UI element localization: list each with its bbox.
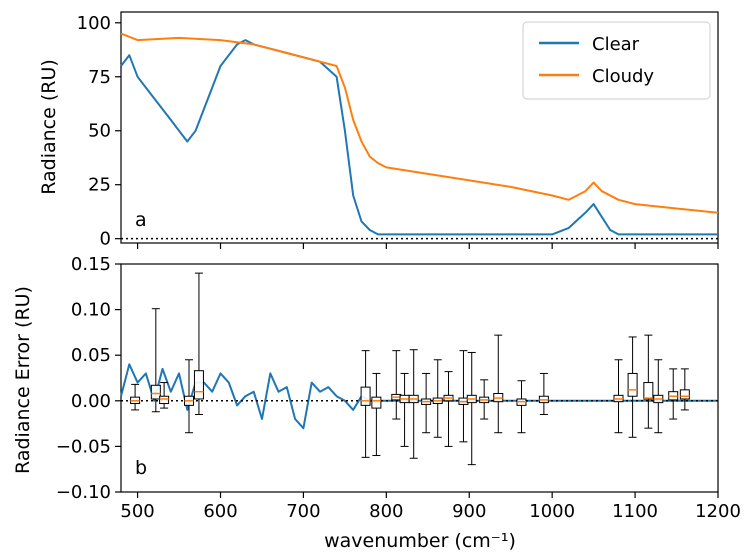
boxplot xyxy=(408,349,419,459)
y-tick-label: 0.15 xyxy=(71,254,111,275)
boxplot xyxy=(643,334,654,429)
series-line-cloudy xyxy=(120,32,719,214)
x-tick-label: 1100 xyxy=(612,501,658,522)
boxplot xyxy=(193,272,204,415)
panel-a-letter: a xyxy=(135,209,147,231)
boxplot-box xyxy=(627,372,638,397)
legend-box xyxy=(522,21,711,100)
y-tick-label: 0.10 xyxy=(71,300,111,321)
panel-b-letter: b xyxy=(135,457,147,479)
boxplot-box xyxy=(150,384,161,400)
panel-b-frame xyxy=(120,263,719,493)
panel-a-y-label: Radiance (RU) xyxy=(38,59,60,195)
boxplot xyxy=(538,372,549,415)
boxplot-box xyxy=(643,382,654,400)
panel-b-boxplots xyxy=(130,272,690,466)
boxplot xyxy=(613,359,624,434)
panel-b-x-ticks: 500 600 700 800 900 1000 1100 1200 xyxy=(120,492,741,522)
x-tick-label: 500 xyxy=(120,501,154,522)
boxplot xyxy=(627,336,638,438)
y-tick-label: 0 xyxy=(100,229,111,250)
boxplot-box xyxy=(360,386,371,406)
boxplot xyxy=(399,372,410,447)
panel-a-series xyxy=(120,32,719,236)
panel-b-y-ticks: −0.10 −0.05 0.00 0.05 0.10 0.15 xyxy=(56,254,121,503)
x-tick-label: 600 xyxy=(203,501,237,522)
boxplot xyxy=(183,359,194,434)
boxplot xyxy=(159,382,170,409)
y-tick-label: 25 xyxy=(88,175,111,196)
y-tick-label: 0.05 xyxy=(71,345,111,366)
boxplot-box xyxy=(159,395,170,405)
panel-a-x-ticks xyxy=(136,243,719,249)
x-tick-label: 800 xyxy=(369,501,403,522)
boxplot xyxy=(360,350,371,458)
panel-a-y-ticks: 0 25 50 75 100 xyxy=(77,13,121,250)
y-tick-label: 75 xyxy=(88,67,111,88)
boxplot xyxy=(516,380,527,434)
panel-b: −0.10 −0.05 0.00 0.05 0.10 0.15 500 600 700 800 9… xyxy=(12,254,741,552)
boxplot-box xyxy=(193,370,204,400)
y-tick-label: −0.05 xyxy=(56,436,111,457)
x-tick-label: 900 xyxy=(452,501,486,522)
panel-a-frame xyxy=(120,11,719,244)
boxplot xyxy=(679,368,690,411)
boxplot xyxy=(432,359,443,438)
y-tick-label: 0.00 xyxy=(71,391,111,412)
x-tick-label: 700 xyxy=(286,501,320,522)
boxplot xyxy=(493,334,504,434)
boxplot xyxy=(458,350,469,443)
y-tick-label: −0.10 xyxy=(56,482,111,503)
boxplot xyxy=(479,379,490,420)
boxplot xyxy=(668,368,679,420)
legend-clear-label: Clear xyxy=(592,34,640,55)
boxplot xyxy=(391,350,402,420)
panel-a: 0 25 50 75 100 a Radiance (RU) Clear Cloudy xyxy=(38,11,719,250)
boxplot-box xyxy=(679,389,690,400)
boxplot xyxy=(653,359,664,434)
boxplot xyxy=(150,308,161,413)
boxplot xyxy=(466,351,477,466)
boxplot xyxy=(371,372,382,457)
boxplot xyxy=(443,371,454,447)
x-tick-label: 1200 xyxy=(695,501,741,522)
boxplot xyxy=(130,383,141,411)
y-tick-label: 50 xyxy=(88,121,111,142)
panel-b-y-label: Radiance Error (RU) xyxy=(12,286,34,474)
x-axis-label: wavenumber (cm⁻¹) xyxy=(324,530,516,552)
x-tick-label: 1000 xyxy=(529,501,575,522)
boxplot xyxy=(421,372,432,434)
y-tick-label: 100 xyxy=(77,13,111,34)
boxplot-box xyxy=(371,396,382,409)
legend: Clear Cloudy xyxy=(522,21,711,100)
legend-cloudy-label: Cloudy xyxy=(592,66,654,87)
